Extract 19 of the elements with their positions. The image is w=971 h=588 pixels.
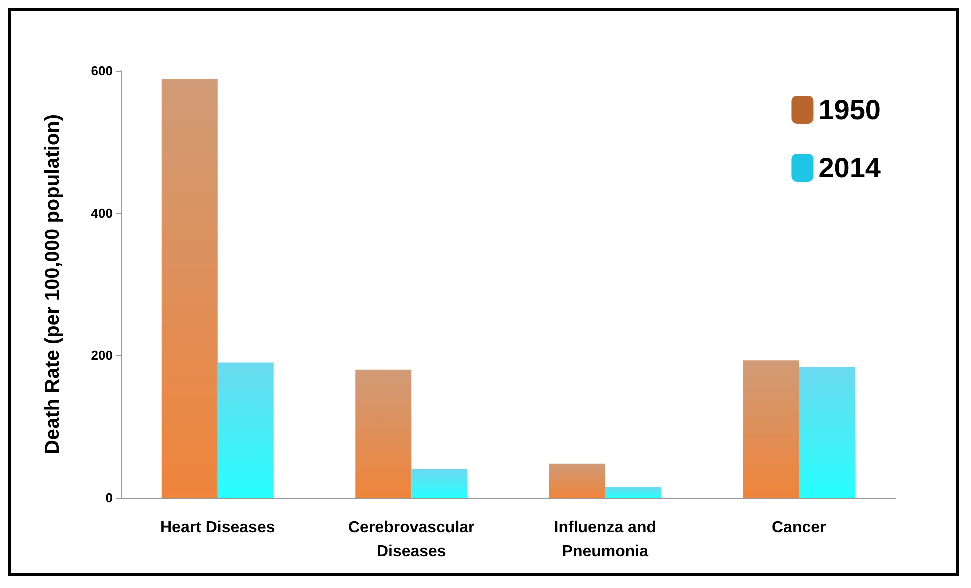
legend-label: 1950 <box>818 94 882 126</box>
bar <box>743 360 800 498</box>
y-tick-label: 600 <box>91 64 113 78</box>
bar <box>799 367 856 498</box>
bar <box>549 464 606 498</box>
y-axis-title: Death Rate (per 100,000 population) <box>42 114 64 455</box>
bar <box>605 487 662 498</box>
x-tick-label: Cerebrovascular Diseases <box>348 520 475 560</box>
bar <box>412 470 468 498</box>
x-tick-label: Influenza and Pneumonia <box>554 520 656 560</box>
legend-label: 2014 <box>818 152 882 184</box>
bar <box>356 370 412 498</box>
y-tick-label: 400 <box>91 206 113 221</box>
x-tick-label: Cancer <box>772 520 826 536</box>
bar <box>218 362 274 498</box>
bar <box>162 80 218 498</box>
y-tick-label: 0 <box>106 490 113 506</box>
x-tick-label: Heart Diseases <box>160 520 276 536</box>
y-tick-label: 200 <box>91 348 113 364</box>
